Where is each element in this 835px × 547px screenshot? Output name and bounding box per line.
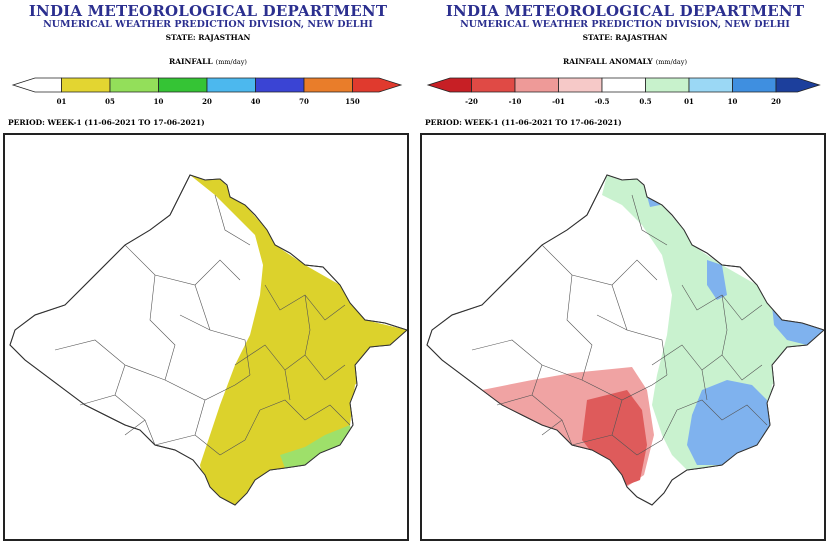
period-label: PERIOD: WEEK-1 (11-06-2021 TO 17-06-2021… (8, 118, 205, 127)
legend-unit: (mm/day) (215, 58, 247, 66)
colorbar-swatch (109, 77, 159, 93)
anomaly-colorbar-ticks: -20 -10 -01 -0.5 0.5 01 10 20 (420, 97, 830, 107)
colorbar-swatch (61, 77, 111, 93)
anomaly-colorbar (426, 77, 821, 93)
district-boundaries (471, 194, 768, 456)
colorbar-swatch (303, 77, 353, 93)
division-title: NUMERICAL WEATHER PREDICTION DIVISION, N… (43, 19, 373, 30)
colorbar-swatch (11, 77, 62, 93)
legend-title-text: RAINFALL (169, 57, 213, 66)
org-title: INDIA METEOROLOGICAL DEPARTMENT (445, 2, 805, 20)
colorbar-tick-label: 01 (56, 97, 67, 106)
rainfall-map (3, 133, 409, 541)
colorbar-swatch (732, 77, 777, 93)
colorbar-swatch (255, 77, 305, 93)
legend-title: RAINFALL (mm/day) (3, 57, 413, 69)
colorbar-tick-label: -01 (552, 97, 565, 106)
colorbar-swatch (601, 77, 646, 93)
colorbar-swatch (158, 77, 208, 93)
rajasthan-rainfall-map (9, 174, 407, 506)
colorbar-tick-label: 150 (345, 97, 360, 106)
colorbar-swatch (426, 77, 472, 93)
colorbar-swatch (206, 77, 256, 93)
rainfall-anomaly-map (420, 133, 826, 541)
rainfall-colorbar-ticks: 01 05 10 20 40 70 150 (3, 97, 413, 107)
colorbar-tick-label: -20 (465, 97, 478, 106)
division-title: NUMERICAL WEATHER PREDICTION DIVISION, N… (460, 19, 790, 30)
colorbar-tick-label: 05 (105, 97, 115, 106)
colorbar-tick-label: 0.5 (639, 97, 652, 106)
rainfall-colorbar (11, 77, 403, 93)
rain-yellow-region (190, 175, 407, 505)
rainfall-anomaly-panel: INDIA METEOROLOGICAL DEPARTMENT NUMERICA… (420, 0, 830, 547)
colorbar-tick-label: 70 (299, 97, 309, 106)
colorbar-swatch (688, 77, 733, 93)
state-boundary-line (9, 174, 407, 506)
colorbar-tick-label: 40 (250, 97, 261, 106)
colorbar-swatch (352, 77, 403, 93)
state-label: STATE: RAJASTHAN (165, 33, 251, 42)
colorbar-tick-label: 10 (727, 97, 738, 106)
colorbar-tick-label: -10 (508, 97, 522, 106)
legend-title: RAINFALL ANOMALY (mm/day) (420, 57, 830, 69)
org-title: INDIA METEOROLOGICAL DEPARTMENT (28, 2, 388, 20)
anomaly-red-region (582, 390, 647, 487)
colorbar-tick-label: 10 (153, 97, 164, 106)
period-label: PERIOD: WEEK-1 (11-06-2021 TO 17-06-2021… (425, 118, 622, 127)
state-label: STATE: RAJASTHAN (582, 33, 668, 42)
anomaly-blue-region-south (687, 380, 770, 465)
state-boundary-line (426, 174, 824, 506)
anomaly-blue-region-northeast (707, 260, 727, 300)
rainfall-panel: INDIA METEOROLOGICAL DEPARTMENT NUMERICA… (3, 0, 413, 547)
legend-unit: (mm/day) (655, 58, 688, 66)
colorbar-swatch (775, 77, 821, 93)
rajasthan-anomaly-map (426, 174, 824, 506)
colorbar-swatch (645, 77, 690, 93)
colorbar-tick-label: 01 (684, 97, 694, 106)
colorbar-tick-label: 20 (202, 97, 212, 106)
colorbar-tick-label: 20 (771, 97, 781, 106)
district-boundaries (54, 194, 351, 456)
colorbar-swatch (514, 77, 559, 93)
colorbar-swatch (471, 77, 516, 93)
colorbar-swatch (558, 77, 603, 93)
colorbar-tick-label: -0.5 (594, 97, 610, 106)
legend-title-text: RAINFALL ANOMALY (562, 57, 653, 66)
